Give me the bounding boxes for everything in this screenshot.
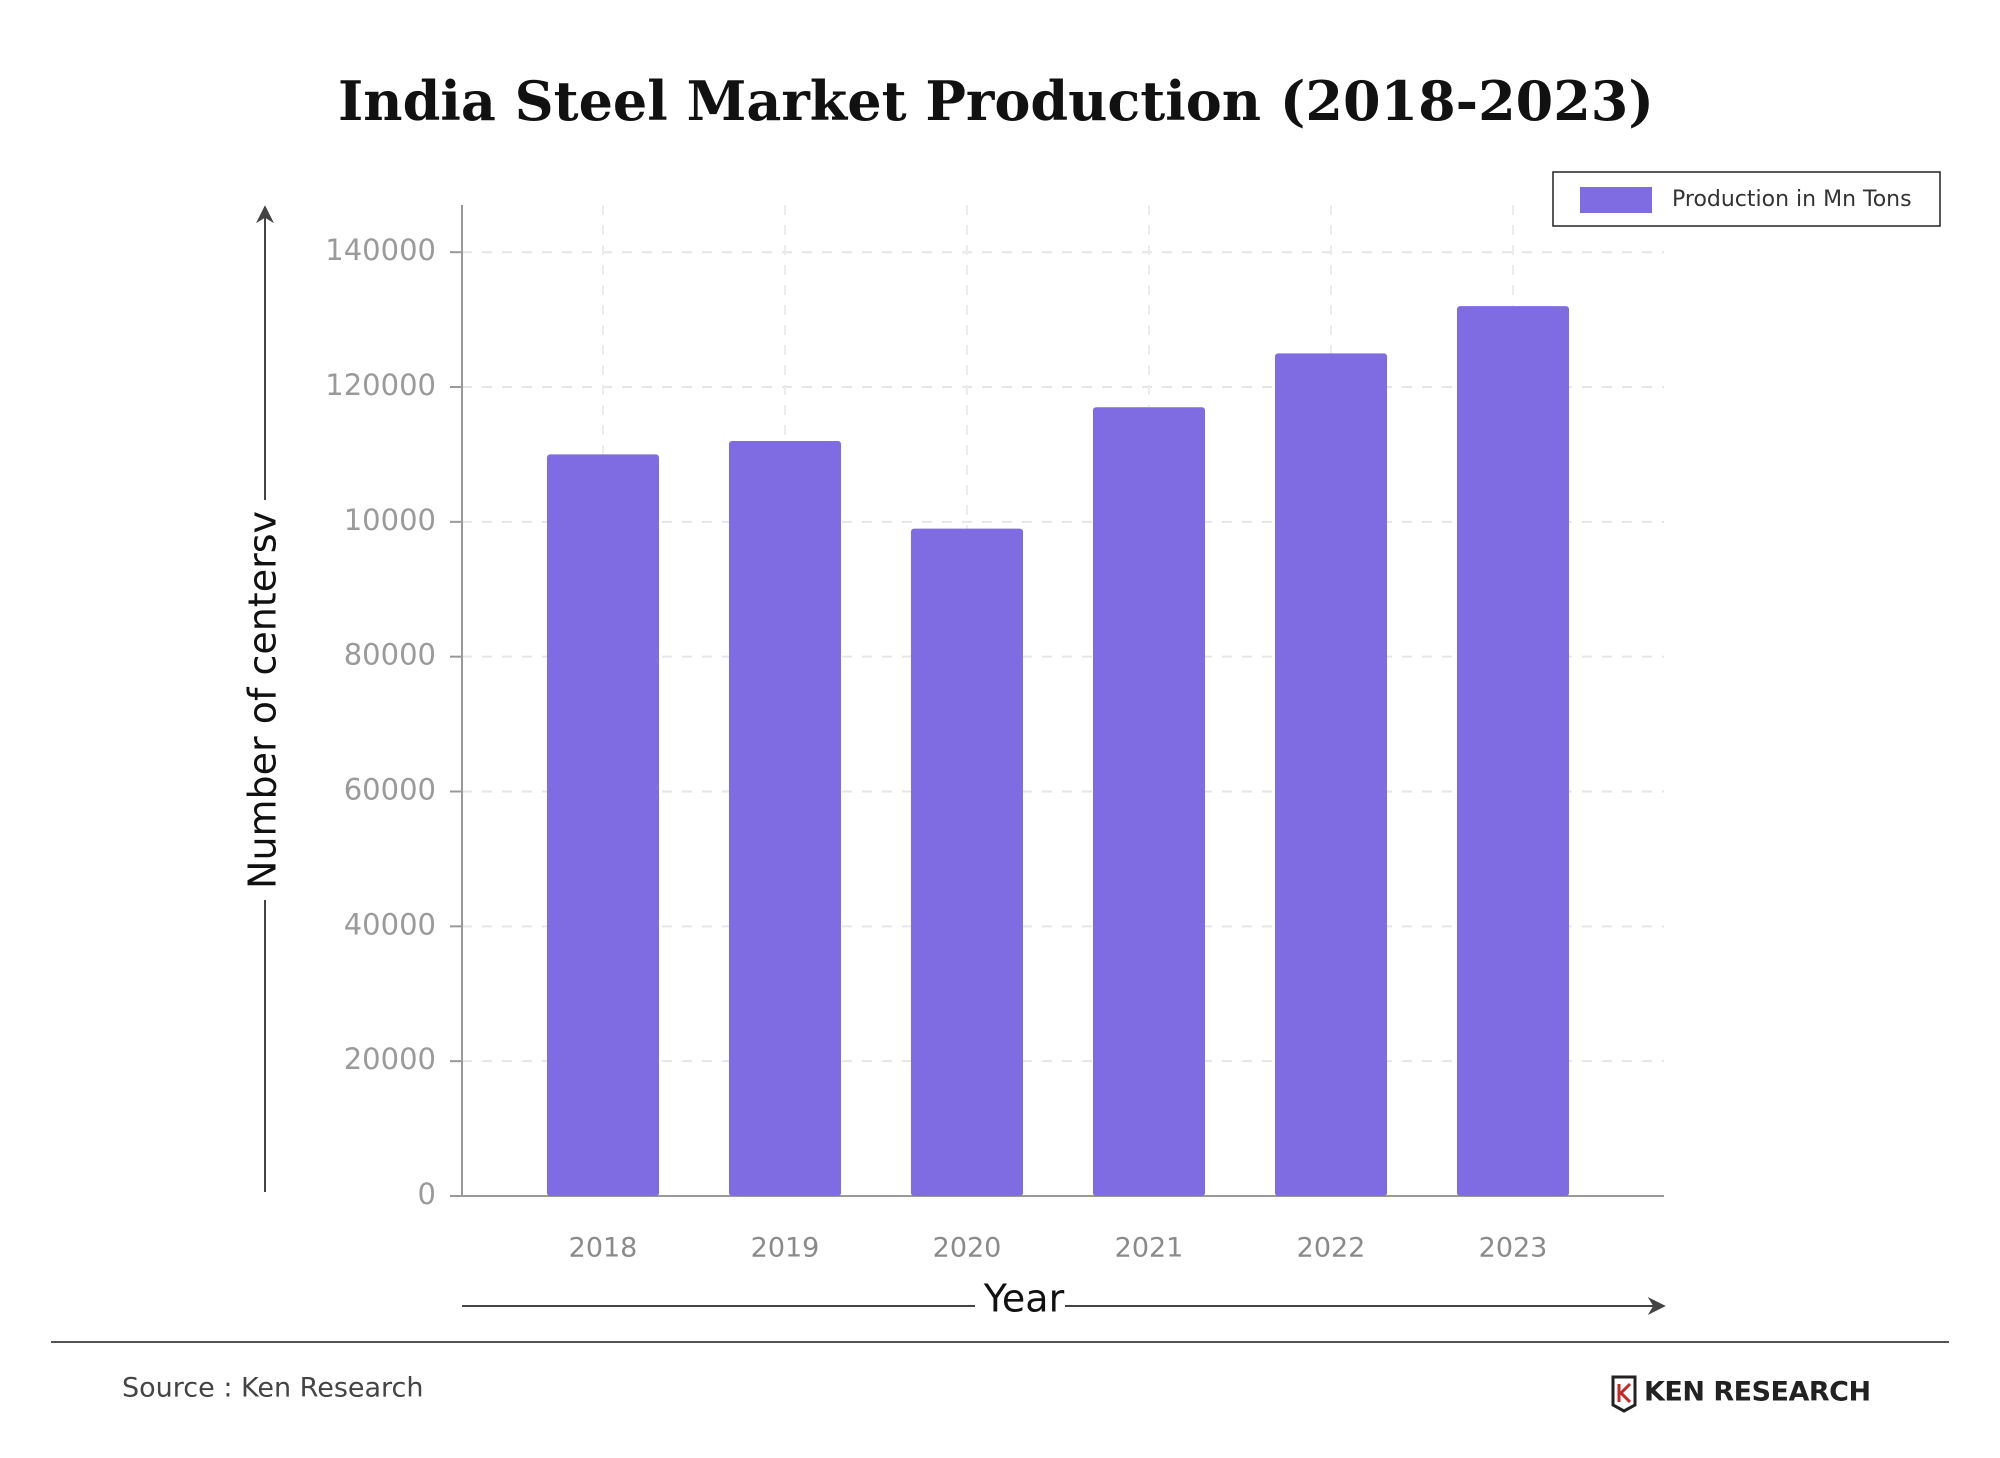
y-tick-label: 80000 bbox=[344, 638, 436, 672]
bar bbox=[547, 454, 659, 1196]
y-tick-label: 20000 bbox=[344, 1042, 436, 1076]
y-tick-label: 10000 bbox=[344, 503, 436, 537]
logo-icon bbox=[1611, 1375, 1637, 1413]
bar bbox=[729, 440, 841, 1196]
label-bg bbox=[975, 1280, 1065, 1330]
x-tick-label: 2019 bbox=[751, 1233, 820, 1264]
bar bbox=[1275, 353, 1387, 1196]
x-tick-label: 2022 bbox=[1297, 1233, 1366, 1264]
logo-text: KEN RESEARCH bbox=[1644, 1377, 1871, 1408]
legend-label: Production in Mn Tons bbox=[1672, 187, 1912, 212]
y-tick-label: 40000 bbox=[344, 907, 436, 941]
y-tick-label: 120000 bbox=[325, 368, 436, 402]
y-tick-label: 0 bbox=[418, 1177, 436, 1211]
y-tick-label: 60000 bbox=[344, 773, 436, 807]
bar bbox=[1457, 306, 1569, 1196]
x-tick-label: 2020 bbox=[933, 1233, 1002, 1264]
bar bbox=[911, 528, 1023, 1196]
source: Source : Ken Research bbox=[122, 1373, 424, 1404]
x-tick-label: 2018 bbox=[569, 1233, 638, 1264]
bar bbox=[1093, 407, 1205, 1197]
legend-swatch bbox=[1580, 187, 1652, 213]
x-tick-label: 2023 bbox=[1479, 1233, 1548, 1264]
label-bg bbox=[245, 500, 285, 900]
chart-title: India Steel Market Production (2018-2023… bbox=[338, 69, 1654, 133]
legend-box bbox=[1552, 171, 1941, 227]
x-axis-label: Year bbox=[983, 1277, 1065, 1321]
y-tick-label: 140000 bbox=[325, 233, 436, 267]
x-tick-label: 2021 bbox=[1115, 1233, 1184, 1264]
y-axis-label: Number of centersv bbox=[241, 511, 285, 889]
